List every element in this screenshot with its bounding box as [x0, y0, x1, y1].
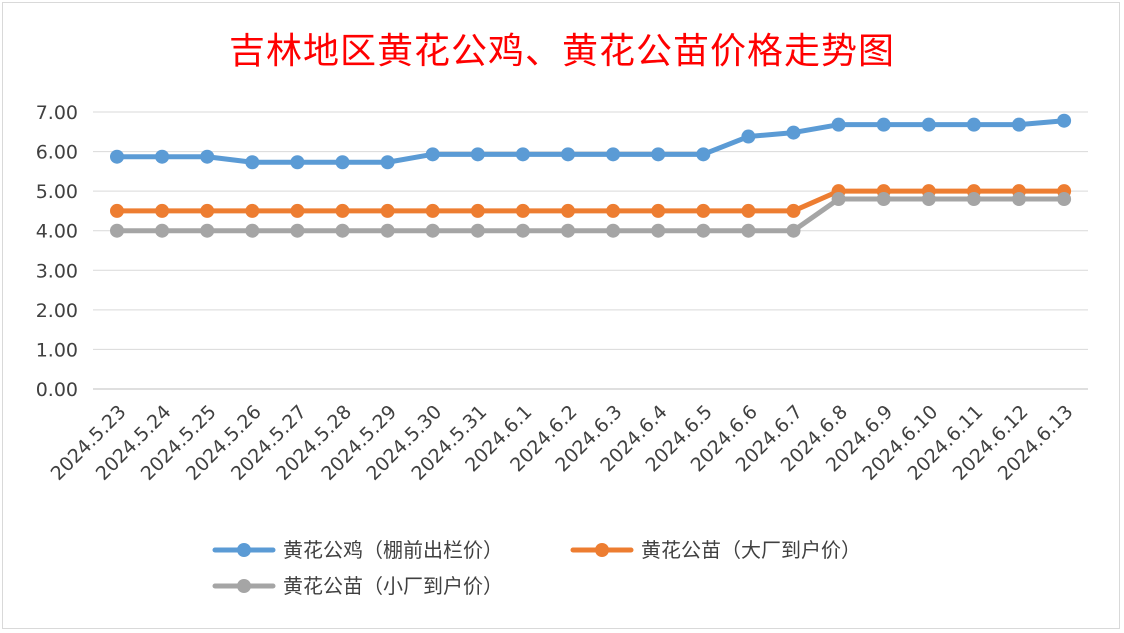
data-point — [155, 223, 170, 238]
data-point — [1012, 117, 1026, 132]
y-tick-label: 7.00 — [36, 102, 78, 124]
series-lines — [110, 113, 1072, 238]
data-point — [470, 203, 485, 218]
data-point — [606, 203, 621, 218]
data-point — [515, 147, 530, 162]
legend-marker — [595, 543, 609, 557]
data-point — [741, 223, 756, 238]
data-point — [651, 223, 666, 238]
data-point — [786, 203, 801, 218]
data-point — [921, 192, 936, 207]
data-point — [515, 223, 530, 238]
legend-item: 黄花公鸡（棚前出栏价） — [212, 538, 503, 562]
data-point — [515, 203, 530, 218]
legend-item: 黄花公苗（小厂到户价） — [212, 574, 503, 598]
data-point — [651, 147, 666, 162]
y-tick-label: 5.00 — [36, 181, 78, 203]
x-axis-ticks: 2024.5.232024.5.242024.5.252024.5.262024… — [47, 401, 1078, 485]
data-point — [831, 192, 846, 207]
y-tick-label: 3.00 — [36, 260, 78, 282]
y-tick-label: 1.00 — [36, 339, 78, 361]
data-point — [200, 149, 215, 164]
data-point — [290, 223, 305, 238]
data-point — [651, 203, 666, 218]
data-point — [561, 223, 575, 238]
data-point — [876, 117, 891, 132]
data-point — [110, 149, 124, 164]
legend-marker — [237, 543, 251, 557]
data-point — [606, 147, 621, 162]
data-point — [470, 147, 485, 162]
data-point — [921, 117, 936, 132]
y-tick-label: 6.00 — [36, 142, 78, 164]
data-point — [425, 147, 440, 162]
y-axis-ticks: 0.00 1.00 2.00 3.00 4.00 5.00 6.00 7.00 — [36, 102, 78, 401]
data-point — [200, 203, 215, 218]
data-point — [335, 155, 350, 170]
series-line — [114, 118, 1067, 165]
legend-label: 黄花公苗（大厂到户价） — [641, 538, 861, 562]
data-point — [470, 223, 485, 238]
data-point — [1012, 192, 1026, 207]
data-point — [110, 203, 124, 218]
y-tick-label: 0.00 — [36, 379, 78, 401]
data-point — [380, 155, 395, 170]
data-point — [335, 223, 350, 238]
data-point — [606, 223, 621, 238]
data-point — [245, 203, 260, 218]
data-point — [1057, 192, 1072, 207]
data-point — [290, 155, 305, 170]
data-point — [696, 147, 711, 162]
data-point — [245, 223, 260, 238]
data-point — [696, 203, 711, 218]
data-point — [1057, 113, 1072, 128]
data-point — [966, 117, 981, 132]
legend-marker — [237, 579, 251, 593]
data-point — [741, 203, 756, 218]
data-point — [290, 203, 305, 218]
y-tick-label: 4.00 — [36, 221, 78, 243]
data-point — [741, 129, 756, 144]
legend-item: 黄花公苗（大厂到户价） — [570, 538, 861, 562]
series-line — [114, 196, 1067, 234]
data-point — [155, 149, 170, 164]
legend: 黄花公鸡（棚前出栏价） 黄花公苗（大厂到户价） 黄花公苗（小厂到户价） — [212, 538, 861, 598]
data-point — [335, 203, 350, 218]
series-2 — [110, 184, 1072, 218]
legend-label: 黄花公鸡（棚前出栏价） — [283, 538, 503, 562]
data-point — [786, 223, 801, 238]
series-1 — [110, 113, 1072, 170]
data-point — [561, 147, 575, 162]
data-point — [425, 223, 440, 238]
data-point — [155, 203, 170, 218]
series-3 — [110, 192, 1072, 238]
series-line — [114, 188, 1067, 214]
data-point — [876, 192, 891, 207]
data-point — [380, 203, 395, 218]
data-point — [561, 203, 575, 218]
data-point — [786, 125, 801, 140]
data-point — [245, 155, 260, 170]
data-point — [110, 223, 124, 238]
y-tick-label: 2.00 — [36, 300, 78, 322]
data-point — [831, 117, 846, 132]
data-point — [425, 203, 440, 218]
data-point — [696, 223, 711, 238]
data-point — [966, 192, 981, 207]
data-point — [200, 223, 215, 238]
legend-label: 黄花公苗（小厂到户价） — [283, 574, 503, 598]
chart-title: 吉林地区黄花公鸡、黄花公苗价格走势图 — [228, 31, 895, 72]
data-point — [380, 223, 395, 238]
